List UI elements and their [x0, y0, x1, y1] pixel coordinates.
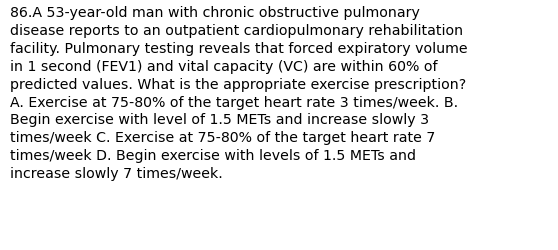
Text: 86.A 53-year-old man with chronic obstructive pulmonary
disease reports to an ou: 86.A 53-year-old man with chronic obstru… [10, 6, 468, 180]
